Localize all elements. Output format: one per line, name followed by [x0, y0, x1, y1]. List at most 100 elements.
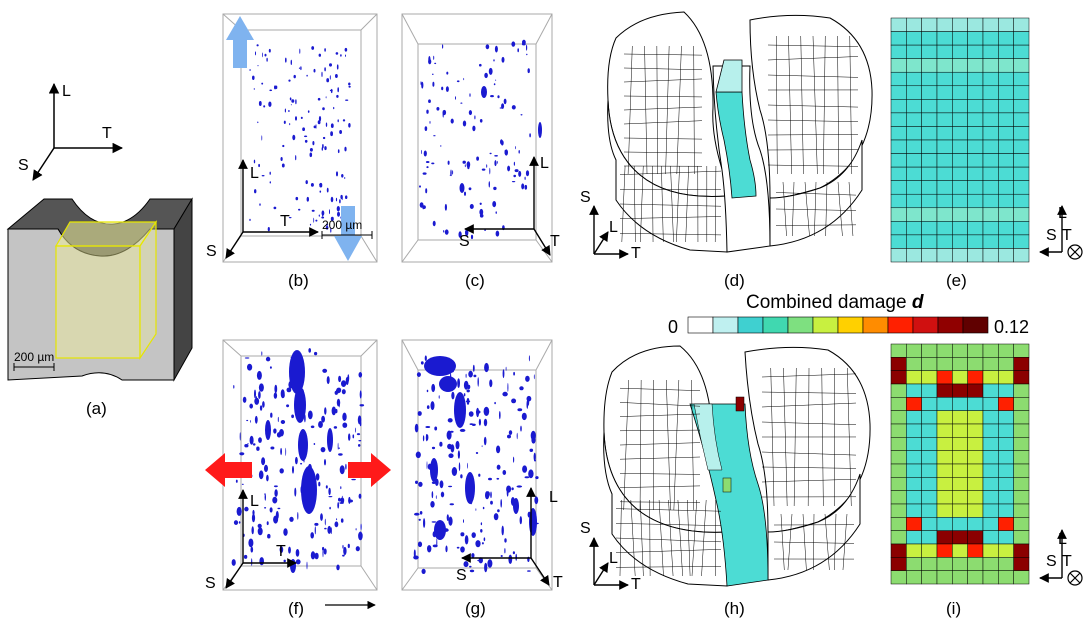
mesh-edge [761, 421, 857, 425]
void [258, 163, 260, 168]
fe-element [967, 193, 984, 209]
void [528, 355, 530, 362]
void [311, 209, 315, 212]
void [496, 445, 501, 454]
void [269, 366, 272, 369]
void [236, 506, 242, 516]
mesh-edge [615, 566, 722, 568]
void [479, 119, 483, 123]
fe-element [890, 126, 907, 141]
fe-element [1013, 58, 1030, 73]
void [324, 527, 327, 530]
fe-element [982, 557, 999, 571]
fe-element [1013, 437, 1030, 451]
fe-element [982, 139, 999, 154]
void [347, 543, 350, 549]
mesh-edge [619, 485, 701, 488]
fe-element [890, 112, 907, 127]
void [324, 48, 326, 52]
void [314, 552, 319, 560]
void [422, 435, 425, 442]
void [351, 478, 356, 481]
mesh-edge [623, 151, 703, 154]
mesh-edge [619, 216, 722, 219]
void [513, 371, 515, 376]
fe-element [998, 423, 1014, 438]
fe-element [890, 180, 907, 195]
mesh-edge [767, 56, 859, 61]
void-cluster [454, 392, 466, 428]
void [266, 57, 268, 62]
void [488, 181, 490, 188]
void [336, 206, 340, 212]
void [270, 412, 273, 418]
fe-element [921, 463, 938, 478]
caption-a: (a) [86, 399, 107, 418]
mesh-edge [804, 181, 810, 237]
fe-element [998, 166, 1014, 181]
fe-element [921, 31, 938, 46]
void [359, 531, 362, 541]
void-cluster [529, 508, 537, 536]
void [523, 467, 526, 473]
fe-element [921, 44, 938, 59]
void [315, 124, 317, 129]
fe-element [921, 477, 938, 491]
fe-element [890, 99, 907, 114]
void [431, 481, 436, 484]
colorbar-swatch [912, 316, 939, 334]
void [500, 499, 503, 508]
void [253, 159, 256, 164]
fe-element [936, 423, 953, 438]
caption-h: (h) [724, 599, 745, 618]
void [341, 389, 346, 395]
fe-element [982, 17, 999, 32]
fe-element [906, 543, 922, 558]
void [528, 469, 534, 479]
void [313, 443, 316, 445]
void [333, 426, 338, 429]
fe-element [906, 570, 922, 585]
void [345, 195, 348, 199]
fe-element [982, 248, 999, 263]
fe-element [906, 221, 922, 236]
void [513, 174, 516, 178]
void [258, 391, 261, 399]
void [342, 554, 345, 557]
mesh-edge [761, 466, 857, 469]
void [306, 196, 309, 202]
void [325, 122, 328, 127]
fe-element [1013, 397, 1030, 411]
void [324, 518, 326, 526]
triad-a: L T S [18, 82, 124, 181]
void [355, 528, 357, 531]
void [426, 166, 429, 169]
axis-label-t: T [631, 245, 641, 262]
fe-element [952, 248, 968, 263]
fe-element [998, 503, 1014, 518]
void [295, 116, 297, 121]
fe-element [982, 410, 999, 425]
axis-label-l: L [549, 489, 558, 506]
void [235, 479, 238, 483]
fe-element [998, 463, 1014, 478]
fe-element [936, 397, 953, 411]
void [244, 506, 249, 512]
fe-element [890, 450, 907, 465]
void [325, 225, 329, 230]
void [321, 216, 325, 219]
void [495, 230, 500, 237]
void [468, 110, 472, 116]
colorbar-swatch [787, 316, 814, 334]
void [322, 549, 324, 558]
fe-element [906, 383, 922, 398]
void [511, 41, 516, 47]
axis-label-s: S [1046, 553, 1057, 570]
void [360, 523, 362, 530]
axis-label-s: S [1046, 227, 1057, 244]
void [441, 86, 444, 91]
void [280, 447, 282, 456]
fe-element [998, 557, 1014, 571]
void [291, 99, 295, 103]
void [273, 206, 277, 210]
